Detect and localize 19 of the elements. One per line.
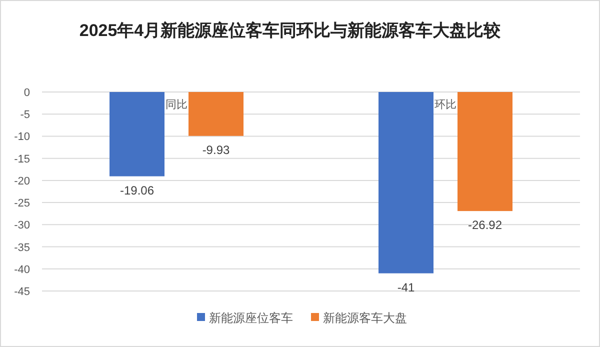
y-tick-label: -15 [14,153,30,166]
title: 2025年4月新能源座位客车同环比与新能源客车大盘比较 [79,21,501,40]
legend-label: 新能源客车大盘 [323,311,407,325]
y-tick-label: 0 [24,87,30,99]
data-label: -19.06 [120,183,154,198]
y-tick-label: -45 [14,286,30,298]
x-tick-label: 同比 [166,98,188,111]
y-tick-label: -20 [14,175,30,188]
y-tick-label: -40 [14,264,30,276]
y-tick-label: -35 [14,242,30,254]
x-tick-label: 环比 [434,98,456,111]
data-label: -41 [397,280,415,294]
legend-label: 新能源座位客车 [209,311,293,325]
y-tick-label: -25 [14,198,30,210]
data-label: -9.93 [202,142,230,157]
y-tick-label: -30 [14,220,30,232]
y-tick-label: -10 [14,131,30,144]
y-tick-label: -5 [20,109,30,122]
data-label: -26.92 [468,218,502,232]
